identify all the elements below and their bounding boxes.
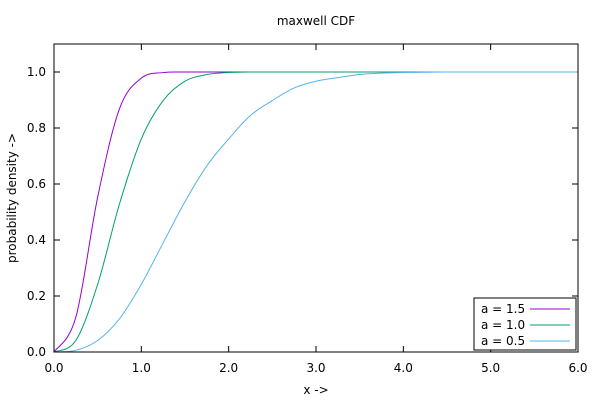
- legend-label-0: a = 1.5: [481, 302, 525, 316]
- y-tick-label: 0.8: [27, 121, 46, 135]
- plot-frame: [53, 43, 579, 353]
- legend-label-1: a = 1.0: [481, 318, 525, 332]
- y-tick-label: 0.6: [27, 177, 46, 191]
- y-tick-label: 0.0: [27, 345, 46, 359]
- y-tick-label: 1.0: [27, 65, 46, 79]
- legend: a = 1.5 a = 1.0 a = 0.5: [473, 297, 577, 351]
- y-axis-label: probability density ->: [5, 133, 19, 263]
- axis-tick-labels: 0.0 1.0 2.0 3.0 4.0 5.0 6.0 0.0 0.2 0.4 0.6 0.8 1.0: [27, 65, 588, 375]
- x-tick-label: 4.0: [394, 361, 413, 375]
- series-curves: [53, 71, 578, 353]
- chart-title: maxwell CDF: [277, 14, 355, 28]
- x-tick-label: 2.0: [219, 361, 238, 375]
- legend-label-2: a = 0.5: [481, 334, 525, 348]
- x-tick-label: 1.0: [132, 361, 151, 375]
- x-tick-label: 0.0: [44, 361, 63, 375]
- y-tick-label: 0.4: [27, 233, 46, 247]
- series-line-2: [53, 71, 578, 353]
- x-tick-label: 3.0: [306, 361, 325, 375]
- x-axis-label: x ->: [303, 383, 328, 397]
- x-tick-label: 6.0: [568, 361, 587, 375]
- y-tick-label: 0.2: [27, 289, 46, 303]
- x-tick-label: 5.0: [481, 361, 500, 375]
